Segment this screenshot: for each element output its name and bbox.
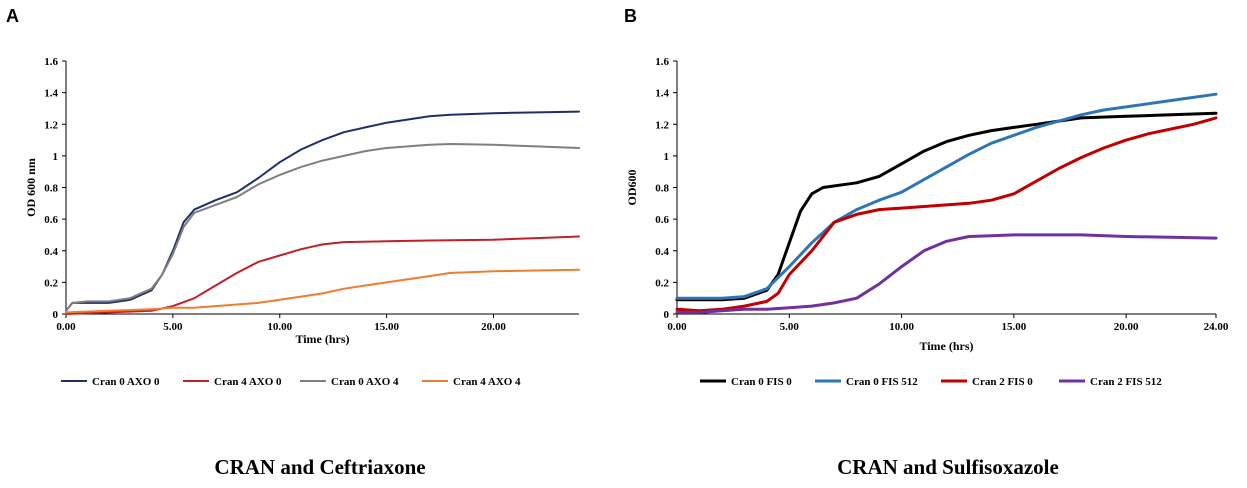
x-tick-label: 0.00 — [667, 321, 687, 333]
legend-label: Cran 2 FIS 512 — [1090, 376, 1162, 388]
series-line-cran-0-fis-0 — [675, 111, 1218, 302]
series-line-cran-0-fis-512 — [675, 92, 1218, 300]
y-axis-label: OD 600 nm — [24, 158, 38, 217]
series-line-cran-2-fis-0 — [675, 116, 1218, 313]
series-line-cran-4-axo-4 — [65, 268, 580, 314]
y-tick-label: 0.8 — [655, 183, 669, 195]
legend-label: Cran 0 AXO 0 — [92, 376, 160, 388]
y-tick-label: 0 — [664, 309, 670, 321]
y-tick-label: 0.8 — [44, 183, 58, 195]
y-tick-label: 0.2 — [655, 277, 669, 289]
x-axis-label: Time (hrs) — [919, 339, 973, 353]
chart-panel-b: 0 0.2 0.4 0.6 0.8 1 1.2 1.4 1.6 0.00 5.00 10.00 15.0… — [625, 56, 1229, 388]
legend-label: Cran 0 AXO 4 — [331, 376, 399, 388]
y-tick-label: 1.6 — [655, 56, 669, 68]
x-tick-label: 20.00 — [481, 321, 506, 333]
y-tick-label: 0.6 — [655, 214, 669, 226]
y-tick-label: 1.2 — [44, 119, 58, 131]
series-line-cran-2-fis-512 — [675, 233, 1218, 314]
y-tick-label: 0.4 — [44, 246, 58, 258]
x-tick-label: 5.00 — [163, 321, 183, 333]
chart-panel-a: 0 0.2 0.4 0.6 0.8 1 1.2 1.4 1.6 0.00 5.00 10.00 15.0… — [24, 56, 580, 388]
panel-letter-b: B — [624, 6, 637, 26]
y-tick-label: 1.2 — [655, 119, 669, 131]
y-tick-label: 1 — [664, 151, 670, 163]
y-tick-label: 1.4 — [44, 88, 58, 100]
caption-a: CRAN and Ceftriaxone — [214, 455, 425, 479]
y-tick-label: 0.4 — [655, 246, 669, 258]
y-tick-label: 1.4 — [655, 88, 669, 100]
series-line-cran-0-axo-4 — [65, 143, 580, 312]
legend-label: Cran 4 AXO 0 — [214, 376, 282, 388]
y-tick-label: 0.6 — [44, 214, 58, 226]
series-line-cran-4-axo-0 — [65, 235, 580, 315]
y-tick-label: 0 — [53, 309, 59, 321]
caption-b: CRAN and Sulfisoxazole — [837, 455, 1059, 479]
panel-letter-a: A — [6, 6, 19, 26]
x-tick-label: 5.00 — [780, 321, 800, 333]
y-tick-label: 1 — [53, 151, 59, 163]
y-tick-label: 0.2 — [44, 277, 58, 289]
x-tick-label: 15.00 — [1002, 321, 1027, 333]
x-tick-label: 20.00 — [1114, 321, 1139, 333]
series-line-cran-0-axo-0 — [65, 110, 580, 312]
x-tick-label: 10.00 — [889, 321, 914, 333]
x-tick-label: 0.00 — [56, 321, 76, 333]
x-tick-label: 15.00 — [374, 321, 399, 333]
legend-label: Cran 4 AXO 4 — [453, 376, 521, 388]
legend-label: Cran 0 FIS 512 — [846, 376, 918, 388]
x-axis-label: Time (hrs) — [295, 332, 349, 346]
legend-label: Cran 0 FIS 0 — [731, 376, 792, 388]
x-tick-label: 24.00 — [1204, 321, 1229, 333]
legend-label: Cran 2 FIS 0 — [972, 376, 1033, 388]
y-axis-label: OD600 — [625, 170, 639, 206]
x-tick-label: 10.00 — [267, 321, 292, 333]
y-tick-label: 1.6 — [44, 56, 58, 68]
